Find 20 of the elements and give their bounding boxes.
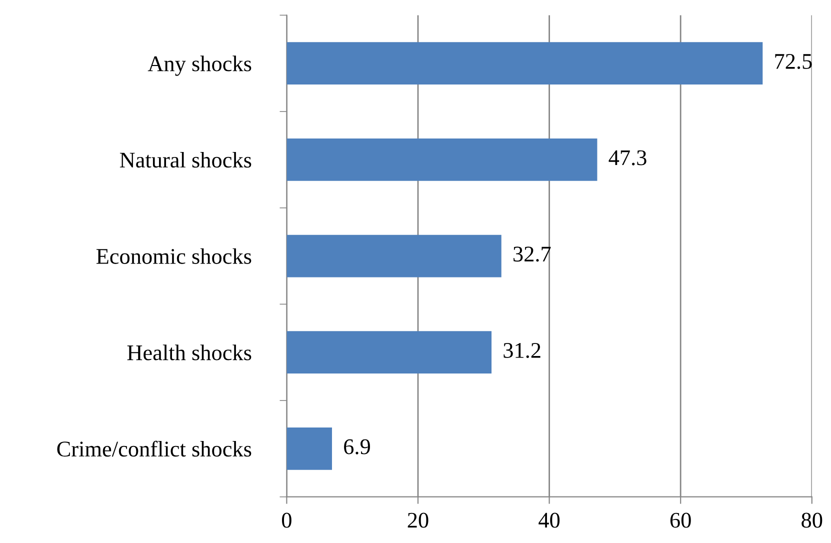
bar (286, 42, 763, 85)
data-label: 47.3 (608, 150, 646, 166)
bar (286, 138, 598, 181)
data-label: 72.5 (775, 54, 812, 70)
x-tick-label: 80 (802, 512, 822, 528)
data-label: 6.9 (344, 439, 370, 454)
y-tick-label: Economic shocks (96, 248, 252, 264)
bar (286, 234, 502, 278)
x-tick-label: 40 (538, 512, 560, 528)
x-tick-label: 0 (282, 512, 292, 528)
y-tick-label: Natural shocks (120, 152, 252, 168)
data-label: 32.7 (514, 246, 551, 262)
x-tick-label: 20 (408, 512, 428, 528)
data-label: 31.2 (504, 342, 540, 358)
bar (286, 427, 332, 470)
bar (286, 331, 492, 374)
x-tick-label: 60 (670, 512, 691, 528)
y-tick-label: Health shocks (127, 344, 252, 360)
y-tick-label: Crime/conflict shocks (57, 440, 252, 457)
y-tick-label: Any shocks (148, 56, 252, 76)
